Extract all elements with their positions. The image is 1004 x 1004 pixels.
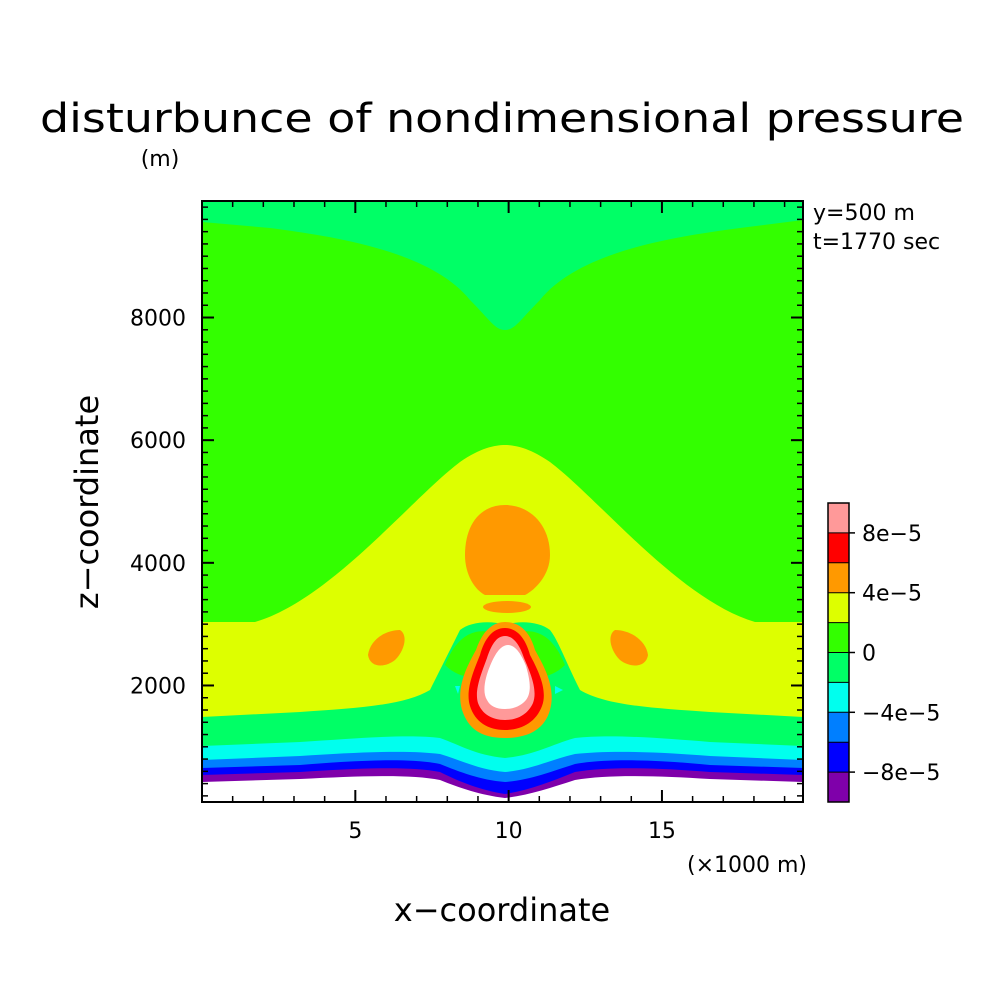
colorbar-tick-label: −8e−5: [862, 761, 940, 786]
x-tick-label: 10: [495, 819, 523, 844]
colorbar-swatch: [828, 712, 849, 743]
minor-ticks: [202, 201, 803, 802]
colorbar: [827, 502, 855, 803]
region-orange-upper-cell: [465, 505, 550, 595]
region-central-maximum: [484, 645, 530, 709]
colorbar-swatch: [828, 772, 849, 802]
region-cyan-left-spot: [455, 686, 460, 694]
x-axis-label: x−coordinate: [394, 891, 610, 929]
y-tick-label: 8000: [130, 307, 186, 332]
colorbar-swatch: [828, 682, 849, 713]
info-y-value: y=500 m: [813, 201, 915, 226]
y-tick-labels: 2000 4000 6000 8000: [130, 307, 186, 700]
x-tick-label: 5: [348, 819, 362, 844]
colorbar-labels: 8e−5 4e−5 0 −4e−5 −8e−5: [862, 522, 940, 786]
colorbar-tick-label: −4e−5: [862, 701, 940, 726]
x-tick-label: 15: [648, 819, 676, 844]
colorbar-swatch: [828, 562, 849, 593]
plot-area: [202, 201, 803, 802]
region-orange-right-lobe: [610, 630, 648, 666]
colorbar-swatch: [828, 532, 849, 563]
unit-label: (m): [141, 147, 180, 172]
x-tick-labels: 5 10 15: [348, 819, 676, 844]
colorbar-swatch: [828, 592, 849, 623]
region-orange-left-lobe: [368, 630, 405, 666]
colorbar-tick-label: 4e−5: [862, 582, 922, 607]
info-time-value: t=1770 sec: [813, 230, 940, 255]
colorbar-swatch: [828, 652, 849, 683]
major-ticks: [202, 201, 803, 802]
y-tick-label: 2000: [130, 674, 186, 699]
colorbar-swatch: [828, 622, 849, 653]
colorbar-tick-label: 0: [862, 642, 876, 667]
colorbar-swatch: [828, 503, 849, 533]
region-surface: [202, 776, 803, 802]
colorbar-tick-label: 8e−5: [862, 522, 922, 547]
y-axis-label: z−coordinate: [68, 395, 106, 609]
colorbar-swatch: [828, 742, 849, 773]
chart-title: disturbunce of nondimensional pressure: [40, 96, 964, 142]
x-axis-unit: (×1000 m): [687, 853, 807, 878]
y-tick-label: 6000: [130, 429, 186, 454]
region-orange-strip: [483, 601, 531, 613]
y-tick-label: 4000: [130, 552, 186, 577]
region-cyan-right-spot: [555, 686, 563, 694]
